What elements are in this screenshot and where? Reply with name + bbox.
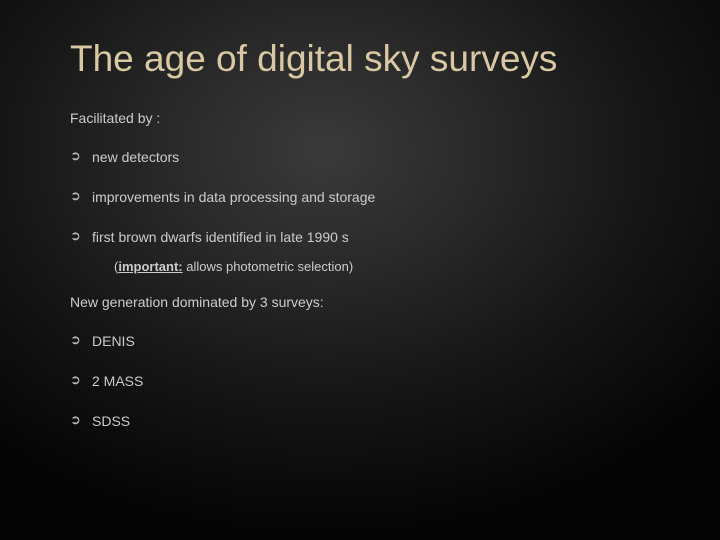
facilitated-by-label: Facilitated by : xyxy=(70,110,650,126)
new-generation-label: New generation dominated by 3 surveys: xyxy=(70,294,650,310)
facilitated-bullets: new detectors improvements in data proce… xyxy=(70,148,650,247)
bullet-text: improvements in data processing and stor… xyxy=(92,189,375,205)
list-item: DENIS xyxy=(70,332,650,350)
bullet-text: first brown dwarfs identified in late 19… xyxy=(92,229,349,245)
subnote-important: important: xyxy=(118,259,182,274)
list-item: improvements in data processing and stor… xyxy=(70,188,650,206)
bullet-text: DENIS xyxy=(92,333,135,349)
slide-title: The age of digital sky surveys xyxy=(70,38,650,80)
list-item: new detectors xyxy=(70,148,650,166)
surveys-bullets: DENIS 2 MASS SDSS xyxy=(70,332,650,431)
bullet-text: 2 MASS xyxy=(92,373,143,389)
bullet-text: SDSS xyxy=(92,413,130,429)
slide: The age of digital sky surveys Facilitat… xyxy=(0,0,720,540)
subnote-rest: allows photometric selection) xyxy=(183,259,354,274)
bullet-text: new detectors xyxy=(92,149,179,165)
list-item: 2 MASS xyxy=(70,372,650,390)
list-item: SDSS xyxy=(70,412,650,430)
list-item: first brown dwarfs identified in late 19… xyxy=(70,228,650,246)
subnote: (important: allows photometric selection… xyxy=(114,259,650,274)
